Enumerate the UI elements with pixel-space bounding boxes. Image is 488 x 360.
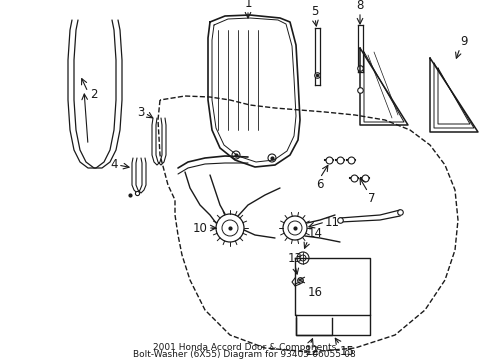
Text: 11: 11 xyxy=(325,216,339,229)
Text: 2001 Honda Accord Door & Components: 2001 Honda Accord Door & Components xyxy=(153,343,335,352)
Text: 8: 8 xyxy=(356,0,363,12)
Text: 2: 2 xyxy=(90,89,97,102)
Text: 5: 5 xyxy=(311,5,318,18)
Text: 13: 13 xyxy=(287,252,302,265)
Text: 12: 12 xyxy=(305,345,319,358)
Text: 16: 16 xyxy=(307,285,323,298)
Text: 10: 10 xyxy=(193,221,207,234)
Text: Bolt-Washer (6X55) Diagram for 93405-06055-08: Bolt-Washer (6X55) Diagram for 93405-060… xyxy=(133,350,355,359)
Text: 7: 7 xyxy=(367,192,375,205)
Text: 9: 9 xyxy=(459,35,467,48)
Text: 3: 3 xyxy=(137,107,145,120)
Text: 4: 4 xyxy=(110,158,118,171)
Text: 14: 14 xyxy=(307,227,323,240)
Text: 1: 1 xyxy=(244,0,251,10)
Text: 15: 15 xyxy=(339,345,354,358)
Text: 6: 6 xyxy=(316,178,323,191)
